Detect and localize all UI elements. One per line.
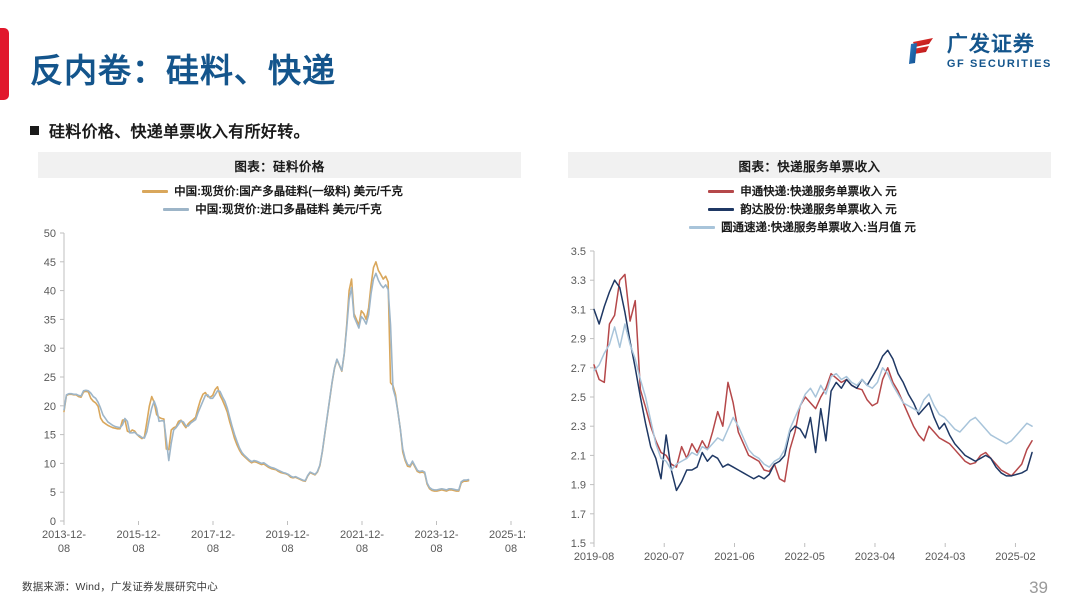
logo-text-en: GF SECURITIES [946, 58, 1052, 70]
legend-label: 圆通速递:快递服务单票收入:当月值 元 [721, 222, 916, 234]
x-axis-tick-label: 2017-12- [191, 529, 235, 541]
bullet-text: 硅料价格、快递单票收入有所好转。 [49, 124, 310, 141]
bullet-square-icon [30, 125, 39, 135]
y-axis-tick-label: 15 [44, 430, 56, 442]
legend-swatch-icon [708, 207, 735, 211]
x-axis-tick-label: 2023-12- [414, 529, 458, 541]
legend-swatch-icon [163, 207, 190, 211]
page-number: 39 [1029, 578, 1048, 597]
source-note: 数据来源：Wind，广发证券发展研究中心 [22, 581, 218, 593]
y-axis-tick-label: 1.7 [571, 509, 586, 521]
chart-panel-silicon: 图表：硅料价格 中国:现货价:国产多晶硅料(一级料) 美元/千克 中国:现货价:… [20, 152, 525, 562]
chart-series-line [63, 261, 470, 492]
legend-swatch-icon [689, 225, 716, 229]
legend-label: 韵达股份:快递服务单票收入 元 [740, 204, 897, 216]
y-axis-tick-label: 1.5 [571, 538, 586, 550]
legend-swatch-icon [142, 189, 169, 193]
y-axis-tick-label: 10 [44, 458, 56, 470]
x-axis-tick-label: 2019-08 [574, 551, 614, 563]
x-axis-tick-label: 08 [356, 543, 368, 555]
legend-item: 申通快递:快递服务单票收入 元 [708, 183, 897, 199]
y-axis-tick-label: 5 [50, 487, 56, 499]
x-axis-tick-label: 2021-06 [714, 551, 754, 563]
x-axis-tick-label: 08 [281, 543, 293, 555]
legend-item: 圆通速递:快递服务单票收入:当月值 元 [689, 219, 916, 235]
x-axis-tick-label: 08 [132, 543, 144, 555]
y-axis-tick-label: 2.3 [571, 421, 586, 433]
y-axis-tick-label: 35 [44, 314, 56, 326]
legend-item: 中国:现货价:国产多晶硅料(一级料) 美元/千克 [142, 183, 403, 199]
red-accent-bar [0, 28, 9, 100]
chart-plot-right: 1.5 1.7 1.9 2.1 2.3 2.5 2.7 2.9 3.1 3.3 3.5 2019-08… [550, 241, 1055, 571]
x-axis-tick-label: 2024-03 [925, 551, 965, 563]
x-axis-tick-label: 08 [207, 543, 219, 555]
logo-text-cn: 广发证券 [946, 33, 1035, 56]
y-axis-tick-label: 30 [44, 343, 56, 355]
y-axis-tick-label: 3.3 [571, 275, 586, 287]
chart-series-line [63, 272, 470, 491]
x-axis-tick-label: 08 [58, 543, 70, 555]
legend-swatch-icon [708, 189, 735, 193]
y-axis-tick-label: 3.5 [571, 246, 586, 258]
x-axis-tick-label: 2025-12- [489, 529, 525, 541]
bullet-point: 硅料价格、快递单票收入有所好转。 [30, 118, 310, 142]
chart-series-line [593, 279, 1033, 492]
legend-item: 中国:现货价:进口多晶硅料 美元/千克 [163, 201, 382, 217]
chart-title-band-left: 图表：硅料价格 [38, 152, 521, 178]
legend-label: 中国:现货价:进口多晶硅料 美元/千克 [195, 204, 382, 216]
chart-legend-right: 申通快递:快递服务单票收入 元 韵达股份:快递服务单票收入 元 圆通速递:快递服… [550, 183, 1055, 235]
y-axis-tick-label: 40 [44, 286, 56, 298]
chart-title-right: 图表：快递服务单票收入 [738, 159, 881, 174]
chart-series-line [593, 273, 1033, 483]
x-axis-tick-label: 2019-12- [265, 529, 309, 541]
legend-label: 中国:现货价:国产多晶硅料(一级料) 美元/千克 [174, 186, 403, 198]
page-title: 反内卷：硅料、快递 [30, 52, 336, 89]
y-axis-tick-label: 2.9 [571, 334, 586, 346]
gf-logo-icon [893, 32, 939, 72]
x-axis-tick-label: 2021-12- [340, 529, 384, 541]
y-axis-tick-label: 2.7 [571, 363, 586, 375]
x-axis-tick-label: 2025-02 [995, 551, 1035, 563]
y-axis-tick-label: 20 [44, 401, 56, 413]
y-axis-tick-label: 1.9 [571, 480, 586, 492]
y-axis-tick-label: 0 [50, 516, 56, 528]
chart-legend-left: 中国:现货价:国产多晶硅料(一级料) 美元/千克 中国:现货价:进口多晶硅料 美… [20, 183, 525, 217]
y-axis-tick-label: 50 [44, 228, 56, 240]
x-axis-tick-label: 2020-07 [644, 551, 684, 563]
x-axis-tick-label: 2015-12- [116, 529, 160, 541]
chart-panel-express: 图表：快递服务单票收入 申通快递:快递服务单票收入 元 韵达股份:快递服务单票收… [550, 152, 1055, 563]
legend-item: 韵达股份:快递服务单票收入 元 [708, 201, 897, 217]
chart-plot-left: 0 5 10 15 20 25 30 35 40 45 50 2013-12- 08 2015-12- 08… [20, 223, 525, 563]
gf-securities-logo: 广发证券 GF SECURITIES [893, 32, 1052, 72]
chart-title-band-right: 图表：快递服务单票收入 [568, 152, 1051, 178]
y-axis-tick-label: 3.1 [571, 304, 586, 316]
logo-text: 广发证券 GF SECURITIES [947, 34, 1052, 70]
x-axis-tick-label: 08 [430, 543, 442, 555]
x-axis-tick-label: 2013-12- [42, 529, 86, 541]
y-axis-tick-label: 45 [44, 257, 56, 269]
chart-title-left: 图表：硅料价格 [234, 159, 325, 174]
x-axis-tick-label: 08 [505, 543, 517, 555]
chart-series-line [593, 323, 1033, 471]
y-axis-tick-label: 2.5 [571, 392, 586, 404]
y-axis-tick-label: 25 [44, 372, 56, 384]
legend-label: 申通快递:快递服务单票收入 元 [740, 186, 897, 198]
x-axis-tick-label: 2023-04 [855, 551, 895, 563]
x-axis-tick-label: 2022-05 [785, 551, 825, 563]
y-axis-tick-label: 2.1 [571, 450, 586, 462]
